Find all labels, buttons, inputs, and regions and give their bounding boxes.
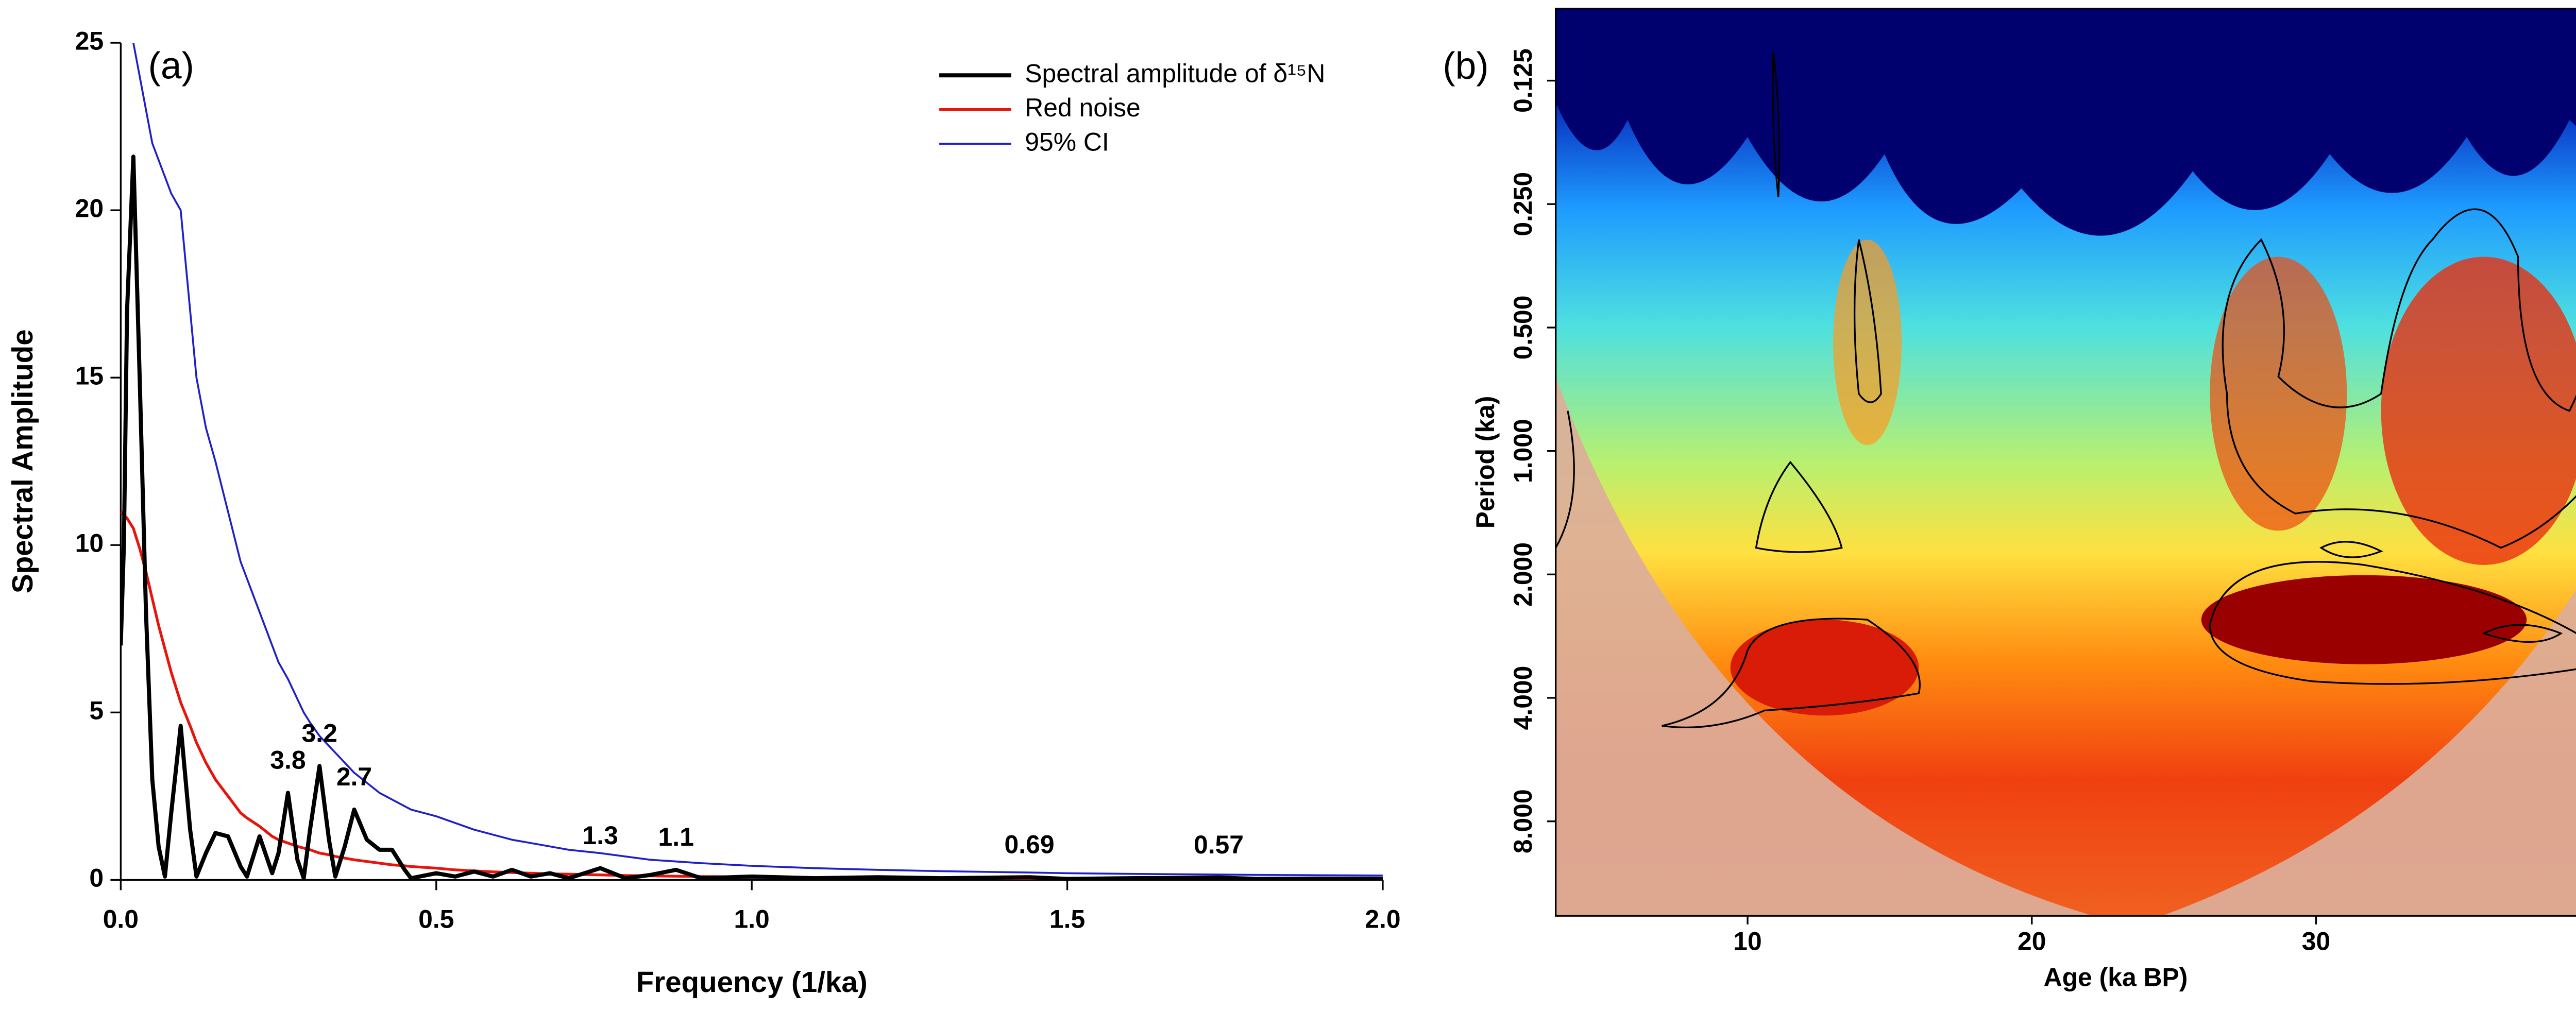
peak-label: 0.57 xyxy=(1194,830,1244,859)
cone-of-influence xyxy=(1555,376,2094,916)
y-tick-label: 4.000 xyxy=(1509,666,1537,730)
y-tick-label: 25 xyxy=(75,26,104,55)
peak-label: 3.8 xyxy=(270,746,306,775)
legend-label: 95% CI xyxy=(1025,127,1109,156)
x-tick-label: 2.0 xyxy=(1365,904,1400,933)
x-tick-label: 20 xyxy=(2018,927,2046,956)
panel-b: 0.125 0.250 0.500 1.000 2.000 4.000 8.000 10 20 3… xyxy=(1443,7,2576,991)
y-tick-label: 10 xyxy=(75,528,104,557)
y-tick-label: 1.000 xyxy=(1509,419,1537,483)
peak-label: 0.69 xyxy=(1005,830,1055,859)
peak-label: 2.7 xyxy=(336,762,372,791)
power-peak xyxy=(2210,256,2347,531)
y-tick-label: 5 xyxy=(89,696,104,725)
peak-label: 1.1 xyxy=(658,823,694,851)
x-tick-label: 1.5 xyxy=(1049,904,1085,933)
power-peak xyxy=(2201,575,2527,664)
peak-label: 3.2 xyxy=(302,719,337,748)
plot-area xyxy=(121,43,1383,880)
y-tick-label: 2.000 xyxy=(1509,542,1537,607)
power-peak xyxy=(1833,239,1902,446)
cone-of-influence xyxy=(2162,589,2576,916)
y-tick-label: 0.125 xyxy=(1509,48,1537,113)
y-tick-label: 0.500 xyxy=(1509,296,1537,360)
x-tick-label: 1.0 xyxy=(734,904,770,933)
y-tick-label: 8.000 xyxy=(1509,789,1537,853)
x-tick-label: 10 xyxy=(1733,927,1761,956)
x-tick-label: 0.5 xyxy=(418,904,454,933)
legend-label: Red noise xyxy=(1025,93,1140,122)
significance-contours xyxy=(1555,51,2576,728)
power-peak xyxy=(2381,256,2576,565)
power-peak xyxy=(1730,620,1919,716)
y-tick-label: 20 xyxy=(75,194,104,222)
y-axis-title: Period (ka) xyxy=(1471,396,1500,529)
wavelet-image xyxy=(1555,8,2576,916)
peak-label: 1.3 xyxy=(583,821,618,850)
series-line xyxy=(121,155,1383,880)
series-line xyxy=(132,43,1383,877)
x-axis-title: Frequency (1/ka) xyxy=(636,966,868,998)
x-tick-label: 30 xyxy=(2302,927,2330,956)
panel-label: (a) xyxy=(148,45,194,87)
plot-frame xyxy=(1554,7,2576,917)
panel-label: (b) xyxy=(1443,45,1488,87)
y-axis-title: Spectral Amplitude xyxy=(6,329,39,593)
low-power-band xyxy=(1555,8,2576,236)
x-tick-label: 0.0 xyxy=(103,904,139,933)
y-tick-label: 0.250 xyxy=(1509,172,1537,236)
panel-a: 0 5 10 15 20 25 0.0 0.5 1.0 1.5 2.0 Frequency (1/ka… xyxy=(6,26,1400,998)
legend-label: Spectral amplitude of δ¹⁵N xyxy=(1025,59,1325,88)
x-axis-title: Age (ka BP) xyxy=(2044,963,2188,991)
y-tick-label: 15 xyxy=(75,361,104,390)
y-tick-label: 0 xyxy=(89,864,104,893)
